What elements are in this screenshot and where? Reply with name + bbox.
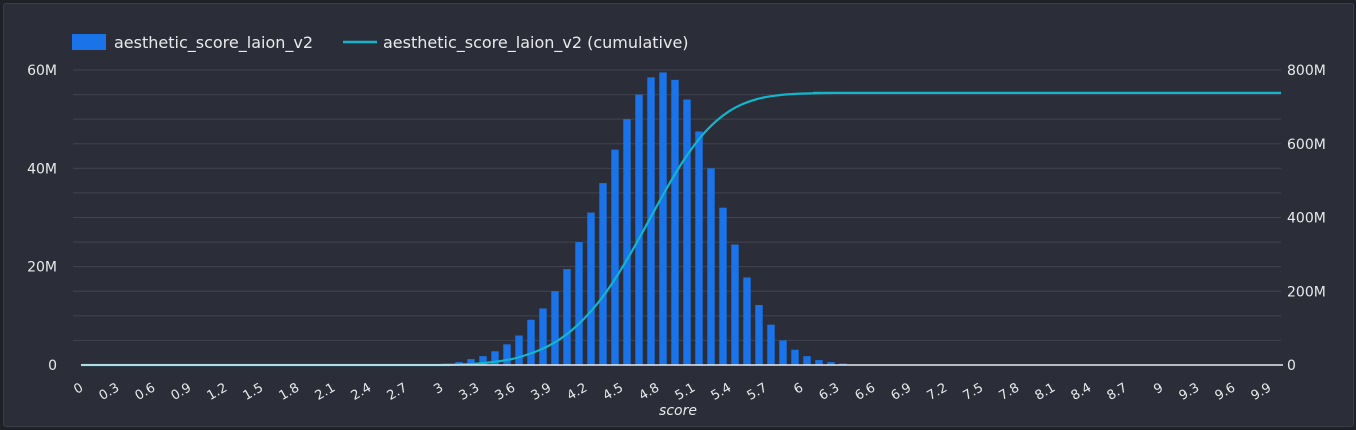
x-tick-label: 3.3 [457,380,482,403]
y-left-tick-label: 20M [27,260,57,276]
histogram-bar[interactable] [647,77,655,365]
legend[interactable]: aesthetic_score_laion_v2 aesthetic_score… [72,33,689,53]
histogram-bar[interactable] [815,360,823,365]
histogram-bar[interactable] [587,212,595,365]
legend-bar-swatch [72,34,106,50]
x-tick-label: 8.4 [1069,380,1094,403]
x-tick-label: 7.2 [925,380,950,403]
x-tick-label: 8.1 [1033,380,1058,403]
histogram-bar[interactable] [479,356,487,365]
y-left-tick-label: 40M [27,161,57,177]
x-tick-label: 5.7 [745,380,770,403]
y-right-tick-label: 400M [1287,211,1326,227]
histogram-bar[interactable] [503,344,511,365]
x-tick-label: 1.5 [241,380,266,403]
x-tick-label: 0.3 [97,380,122,403]
y-right-tick-label: 800M [1287,63,1326,79]
histogram-bar[interactable] [803,356,811,365]
x-tick-label: 4.2 [565,380,590,403]
histogram-bars [443,72,847,366]
x-tick-label: 9.6 [1213,380,1238,403]
chart-panel: aesthetic_score_laion_v2 aesthetic_score… [3,3,1354,427]
y-left-tick-label: 0 [48,358,57,374]
cumulative-line[interactable] [80,91,1282,367]
histogram-bar[interactable] [683,99,691,366]
y-right-tick-label: 200M [1287,284,1326,300]
histogram-bar[interactable] [527,319,535,365]
histogram-bar[interactable] [755,305,763,365]
histogram-bar[interactable] [515,335,523,366]
x-tick-label: 4.5 [601,380,626,403]
x-tick-label: 5.1 [673,380,698,403]
histogram-bar[interactable] [599,183,607,365]
histogram-bar[interactable] [743,277,751,365]
legend-line-label: aesthetic_score_laion_v2 (cumulative) [383,33,689,53]
x-tick-label: 0.6 [133,380,158,403]
x-tick-label: 4.8 [637,380,662,403]
y-right-tick-label: 600M [1287,137,1326,153]
histogram-bar[interactable] [575,242,583,365]
histogram-bar[interactable] [791,349,799,365]
x-tick-label: 8.7 [1105,380,1130,403]
histogram-bar[interactable] [719,207,727,365]
x-tick-label: 7.8 [997,380,1022,403]
x-tick-label: 9.3 [1177,380,1202,403]
histogram-bar[interactable] [827,362,835,365]
histogram-bar[interactable] [707,168,715,365]
x-tick-label: 2.7 [385,380,410,403]
x-tick-label: 9 [1151,380,1166,397]
x-tick-label: 3.6 [493,380,518,403]
histogram-bar[interactable] [767,324,775,365]
x-tick-label: 3 [431,380,446,397]
x-tick-label: 1.8 [277,380,302,403]
x-tick-label: 6 [791,380,806,397]
histogram-bar[interactable] [779,340,787,365]
x-tick-label: 5.4 [709,380,734,403]
x-axis-label: score [659,403,697,419]
histogram-bar[interactable] [659,72,667,365]
histogram-chart: aesthetic_score_laion_v2 aesthetic_score… [27,33,1326,419]
x-tick-label: 3.9 [529,380,554,403]
histogram-bar[interactable] [611,149,619,365]
x-tick-label: 2.1 [313,380,338,403]
y-right-tick-label: 0 [1287,358,1296,374]
histogram-bar[interactable] [551,291,559,365]
histogram-bar[interactable] [695,131,703,365]
x-tick-label: 6.9 [889,380,914,403]
histogram-bar[interactable] [671,79,679,365]
histogram-bar[interactable] [539,308,547,365]
y-left-tick-label: 60M [27,63,57,79]
x-tick-label: 1.2 [205,380,230,403]
x-tick-label: 6.6 [853,380,878,403]
histogram-bar[interactable] [731,244,739,365]
histogram-bar[interactable] [623,119,631,366]
histogram-bar[interactable] [635,94,643,365]
axes: 0 20M 40M 60M 0 200M 400M 600M 800M 0 0.3 0.6 0.9 1.2… [27,63,1326,404]
histogram-bar[interactable] [491,351,499,365]
x-tick-label: 0.9 [169,380,194,403]
legend-bar-label: aesthetic_score_laion_v2 [114,33,313,53]
x-tick-label: 7.5 [961,380,986,403]
x-tick-label: 9.9 [1249,380,1274,403]
histogram-bar[interactable] [563,269,571,365]
histogram-bar[interactable] [467,359,475,365]
cumulative-line-layer [80,91,1282,367]
x-tick-label: 6.3 [817,380,842,403]
x-tick-label: 0 [71,380,86,397]
x-tick-label: 2.4 [349,380,374,403]
